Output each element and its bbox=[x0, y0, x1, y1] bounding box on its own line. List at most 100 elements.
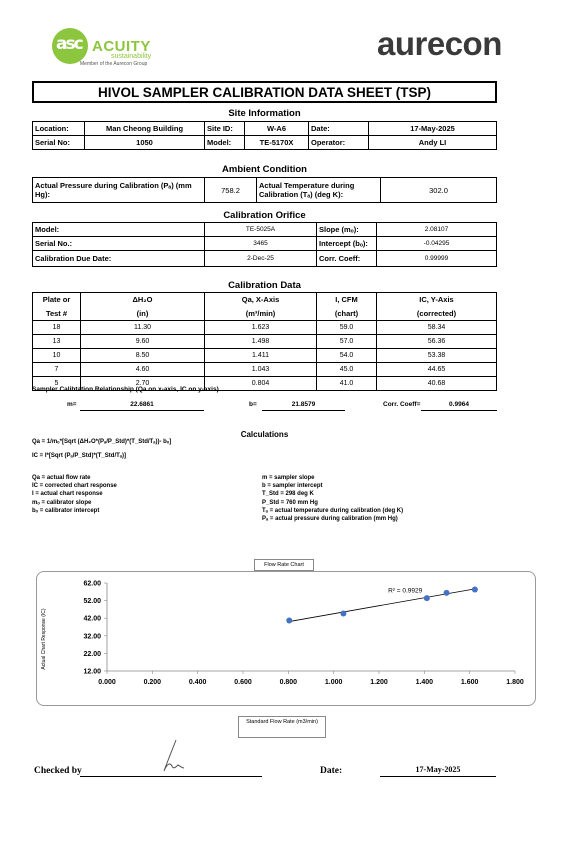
table-cell: 9.60 bbox=[80, 334, 205, 349]
data-point bbox=[340, 610, 347, 617]
rel-m-value: 22.6861 bbox=[130, 401, 154, 408]
table-cell: 2.70 bbox=[80, 376, 205, 391]
date-signoff-value: 17-May-2025 bbox=[415, 765, 461, 774]
data-point bbox=[443, 589, 450, 596]
orifice-model-value: TE-5025A bbox=[204, 222, 317, 237]
ambient-heading: Ambient Condition bbox=[222, 164, 307, 175]
definition-item: m = sampler slope bbox=[262, 475, 315, 481]
formula-qa: Qa = 1/mₒ*[Sqrt (ΔH₂O*(Pₐ/P_Std)*(T_Std/… bbox=[32, 439, 172, 445]
site-info-heading: Site Information bbox=[228, 108, 301, 119]
x-tick-label: 1.000 bbox=[325, 679, 343, 686]
slope-value: 2.08107 bbox=[376, 222, 497, 237]
col-header-i: I, CFM bbox=[316, 292, 377, 307]
intercept-label: Intercept (bₒ): bbox=[316, 236, 377, 251]
col-subheader-in: (in) bbox=[80, 306, 205, 321]
acuity-sub: sustainability bbox=[111, 53, 152, 60]
rel-b-value: 21.8579 bbox=[291, 401, 316, 408]
rel-corr-value: 0.9964 bbox=[449, 401, 469, 408]
orifice-model-label: Model: bbox=[32, 222, 205, 237]
table-cell: 5 bbox=[32, 376, 81, 391]
acuity-logo-letters: asc bbox=[56, 34, 84, 54]
slope-label: Slope (mₒ): bbox=[316, 222, 377, 237]
table-row: 5 2.70 0.804 41.0 40.68 bbox=[32, 376, 497, 391]
chart-y-label: Actual Chart Response (IC) bbox=[41, 608, 47, 670]
r-squared-label: R² = 0.9929 bbox=[388, 588, 423, 595]
col-subheader-chart: (chart) bbox=[316, 306, 377, 321]
table-cell: 0.804 bbox=[204, 376, 317, 391]
corr-label: Corr. Coeff: bbox=[316, 250, 377, 267]
rel-corr-label: Corr. Coeff= bbox=[383, 401, 421, 408]
definition-item: Pₐ = actual pressure during calibration … bbox=[262, 516, 398, 523]
relationship-title: Sampler Calibtation Relationship (Qa on … bbox=[32, 386, 219, 393]
date-value: 17-May-2025 bbox=[368, 121, 497, 136]
definition-item: bₒ = calibrator intercept bbox=[32, 507, 100, 514]
table-cell: 10 bbox=[32, 348, 81, 363]
calib-data-heading: Calibration Data bbox=[228, 280, 301, 291]
table-cell: 53.38 bbox=[376, 348, 497, 363]
orifice-table: Model: TE-5025A Slope (mₒ): 2.08107 Seri… bbox=[32, 222, 497, 267]
table-cell: 59.0 bbox=[316, 320, 377, 335]
col-header-qa: Qa, X-Axis bbox=[204, 292, 317, 307]
date-label: Date: bbox=[308, 121, 369, 136]
acuity-logo-circle bbox=[52, 28, 88, 64]
aurecon-logo: aurecon bbox=[377, 25, 502, 62]
definition-item: Qa = actual flow rate bbox=[32, 475, 91, 481]
table-cell: 40.68 bbox=[376, 376, 497, 391]
table-cell: 44.65 bbox=[376, 362, 497, 377]
definition-item: IC = corrected chart response bbox=[32, 483, 117, 490]
acuity-name: ACUITY bbox=[92, 38, 151, 55]
serial-value: 1050 bbox=[84, 135, 205, 150]
chart-x-label: Standard Flow Rate (m3/min) bbox=[238, 716, 326, 738]
site-id-label: Site ID: bbox=[204, 121, 245, 136]
table-cell: 1.411 bbox=[204, 348, 317, 363]
y-tick-label: 12.00 bbox=[83, 669, 101, 676]
calculations-heading: Calculations bbox=[240, 430, 289, 439]
table-cell: 56.36 bbox=[376, 334, 497, 349]
table-cell: 11.30 bbox=[80, 320, 205, 335]
model-value: TE-5170X bbox=[244, 135, 309, 150]
y-tick-label: 32.00 bbox=[83, 633, 101, 640]
definitions-left: Qa = actual flow rate IC = corrected cha… bbox=[32, 474, 117, 515]
table-cell: 58.34 bbox=[376, 320, 497, 335]
date-signoff-label: Date: bbox=[320, 766, 343, 776]
definition-item: P_Std = 760 mm Hg bbox=[262, 499, 318, 506]
formula-ic: IC = I*[Sqrt (Pₐ/P_Std)*(T_Std/Tₐ)] bbox=[32, 453, 127, 459]
x-tick-label: 0.400 bbox=[189, 679, 207, 686]
due-date-value: 2-Dec-25 bbox=[204, 250, 317, 267]
y-tick-label: 42.00 bbox=[83, 616, 101, 623]
location-label: Location: bbox=[32, 121, 85, 136]
definition-item: b = sampler intercept bbox=[262, 483, 323, 490]
col-header-ic: IC, Y-Axis bbox=[376, 292, 497, 307]
ambient-table: Actual Pressure during Calibration (Pₐ) … bbox=[32, 177, 497, 203]
table-cell: 1.498 bbox=[204, 334, 317, 349]
site-info-table: Location: Man Cheong Building Site ID: W… bbox=[32, 121, 497, 150]
operator-label: Operator: bbox=[308, 135, 369, 150]
table-cell: 57.0 bbox=[316, 334, 377, 349]
chart-y-label-wrap: Actual Chart Response (IC) bbox=[38, 600, 50, 680]
y-tick-label: 22.00 bbox=[83, 651, 101, 658]
temperature-value: 302.0 bbox=[380, 177, 497, 203]
location-value: Man Cheong Building bbox=[84, 121, 205, 136]
orifice-serial-label: Serial No.: bbox=[32, 236, 205, 251]
data-point bbox=[471, 586, 478, 593]
model-label: Model: bbox=[204, 135, 245, 150]
table-cell: 1.043 bbox=[204, 362, 317, 377]
operator-value: Andy LI bbox=[368, 135, 497, 150]
x-tick-label: 1.200 bbox=[370, 679, 388, 686]
rel-m-label: m= bbox=[67, 401, 77, 408]
chart-frame bbox=[36, 571, 536, 706]
col-header-dh2o: ΔH₂O bbox=[80, 292, 205, 307]
definition-item: T_Std = 298 deg K bbox=[262, 491, 314, 498]
calib-data-table: Plate or ΔH₂O Qa, X-Axis I, CFM IC, Y-Ax… bbox=[32, 292, 497, 391]
table-row: 7 4.60 1.043 45.0 44.65 bbox=[32, 362, 497, 377]
chart-title: Flow Rate Chart bbox=[254, 559, 314, 571]
x-tick-label: 1.400 bbox=[416, 679, 434, 686]
table-cell: 45.0 bbox=[316, 362, 377, 377]
x-tick-label: 0.200 bbox=[144, 679, 162, 686]
table-cell: 18 bbox=[32, 320, 81, 335]
table-cell: 54.0 bbox=[316, 348, 377, 363]
site-id-value: W-A6 bbox=[244, 121, 309, 136]
orifice-heading: Calibration Orifice bbox=[223, 210, 306, 221]
x-tick-label: 0.800 bbox=[280, 679, 298, 686]
col-subheader-corrected: (corrected) bbox=[376, 306, 497, 321]
